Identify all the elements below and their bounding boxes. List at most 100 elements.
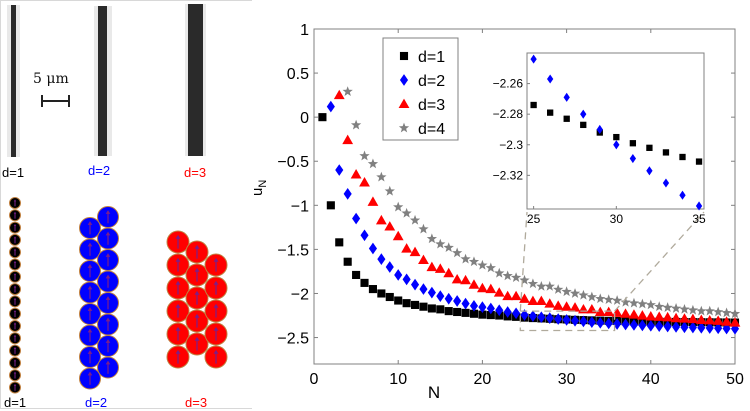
sphere-d3 (166, 230, 190, 254)
spin-arrowhead (175, 234, 181, 239)
spin-arrowhead (13, 285, 17, 288)
data-point (670, 312, 682, 323)
spin-arrowhead (213, 280, 219, 285)
data-point (350, 169, 362, 179)
data-point (696, 305, 707, 316)
inset-x-tick-label: 30 (610, 212, 624, 226)
spin-arrowhead (175, 280, 181, 285)
data-point (468, 256, 480, 267)
data-point (333, 89, 345, 100)
legend-label: d=3 (418, 97, 445, 114)
data-point (579, 315, 588, 328)
data-point (434, 263, 446, 273)
data-point (586, 303, 598, 314)
data-point (375, 214, 387, 225)
inset-data-point (613, 133, 620, 141)
data-point (368, 285, 377, 294)
sphere-d1 (9, 320, 21, 332)
sphere-d3 (166, 299, 190, 323)
data-point (695, 314, 707, 324)
data-point (477, 282, 488, 293)
inset-data-point (563, 115, 570, 122)
sphere-d1 (9, 197, 21, 209)
inset-data-point (662, 149, 670, 156)
data-point (410, 278, 420, 291)
data-point (552, 300, 564, 310)
spin-arrowhead (105, 274, 111, 279)
data-point (672, 321, 681, 333)
data-point (435, 238, 446, 249)
model-label-d2: d=2 (85, 395, 108, 410)
data-point (409, 214, 421, 225)
data-point (360, 229, 369, 242)
inset-data-point (613, 140, 620, 150)
data-point (350, 119, 362, 130)
data-point (620, 296, 631, 307)
inset-chart: 25 30 35 −2.26 −2.28 −2.3 −2.32 (493, 52, 706, 226)
inset-data-point (629, 153, 637, 164)
data-point (326, 201, 335, 210)
data-point (655, 320, 664, 333)
legend-box (382, 37, 459, 141)
spin-arrowhead (13, 199, 17, 202)
inset-data-point (596, 124, 603, 135)
data-point (376, 171, 387, 182)
legend-marker (399, 74, 409, 86)
data-point (687, 313, 699, 324)
data-point (393, 201, 404, 212)
sphere-d3 (185, 309, 209, 333)
spin-arrowhead (213, 349, 219, 354)
spin-arrowhead (213, 303, 219, 308)
data-point (502, 290, 514, 301)
data-point (544, 298, 556, 308)
spin-arrowhead (194, 290, 200, 295)
micrograph-d2 (94, 6, 112, 156)
zoom-guide-right (614, 211, 705, 312)
inset-data-point (580, 109, 587, 119)
inset-data-point (629, 140, 637, 147)
data-point (595, 293, 606, 304)
data-point (394, 269, 403, 281)
spin-arrowhead (13, 260, 17, 263)
data-point (704, 305, 715, 316)
data-point (427, 286, 436, 299)
data-point (510, 290, 522, 301)
spin-arrowhead (87, 221, 93, 225)
data-point (544, 281, 555, 291)
sphere-d1 (9, 344, 21, 357)
data-point (394, 296, 403, 305)
spin-arrowhead (194, 267, 200, 272)
inset-data-point (695, 158, 703, 165)
sphere-d1 (9, 307, 21, 320)
data-point (461, 308, 470, 317)
sphere-d3 (185, 240, 209, 264)
inset-data-point (563, 92, 570, 102)
spin-arrowhead (213, 326, 219, 331)
data-point (326, 100, 335, 113)
spin-arrowhead (105, 231, 111, 236)
y-tick-label: −0.5 (277, 154, 309, 171)
data-point (520, 309, 529, 321)
data-point (628, 309, 640, 319)
legend: d=1 d=2 d=3 d=4 (382, 37, 459, 141)
data-point (604, 317, 613, 330)
sphere-d1 (9, 221, 21, 234)
data-point (611, 295, 623, 305)
spin-arrowhead (194, 313, 200, 318)
x-tick-label: 50 (726, 371, 744, 388)
spin-arrowhead (105, 360, 111, 365)
spin-arrowhead (175, 303, 181, 308)
spin-arrowhead (87, 350, 93, 354)
inset-data-point (530, 54, 537, 64)
y-tick-label: −2.5 (277, 331, 309, 348)
data-point (385, 261, 394, 273)
spin-arrowhead (13, 310, 17, 313)
zoom-guides (519, 211, 705, 332)
data-point (561, 286, 572, 297)
sphere-d2 (79, 217, 101, 239)
sphere-d3 (204, 253, 228, 277)
data-point (343, 188, 352, 200)
legend-label: d=4 (418, 121, 445, 138)
spin-arrowhead (13, 224, 17, 226)
data-point (485, 283, 497, 294)
